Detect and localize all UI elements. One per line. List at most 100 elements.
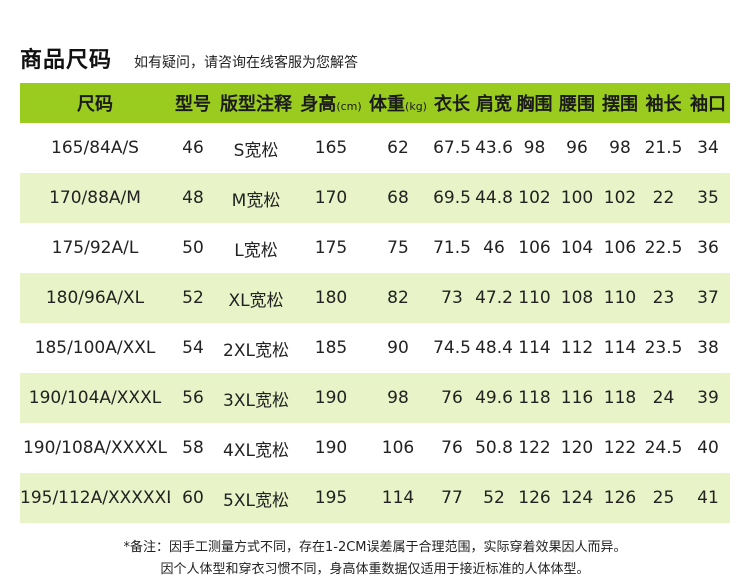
table-cell: 98 [514,123,555,173]
table-cell: 126 [514,473,555,523]
table-cell: 90 [366,323,430,373]
table-cell: 190/108A/XXXXL [20,423,170,473]
table-cell: 44.8 [474,173,514,223]
table-row: 195/112A/XXXXXL 60 5XL宽松 195 114 77 52 126 124 12… [20,473,730,523]
column-header-label: 尺码 [77,94,113,115]
column-header-label: 袖长 [645,94,682,115]
note-line-2: 因个人体型和穿衣习惯不同，身高体重数据仅适用于接近标准的人体体型。 [160,562,590,577]
table-cell: 60 [170,473,216,523]
table-cell: 52 [170,273,216,323]
table-cell: 185 [296,323,366,373]
table-cell: 106 [366,423,430,473]
table-cell: 23 [641,273,686,323]
column-header: 腰围 [555,83,599,123]
table-cell: 24.5 [641,423,686,473]
column-header-label: 版型注释 [220,94,292,115]
table-cell: 69.5 [430,173,474,223]
table-cell: 185/100A/XXL [20,323,170,373]
table-cell: 190 [296,373,366,423]
table-cell: 180 [296,273,366,323]
table-cell: 21.5 [641,123,686,173]
column-header: 肩宽 [474,83,514,123]
table-cell: 104 [555,223,599,273]
table-cell: 54 [170,323,216,373]
column-header-unit: (cm) [336,100,362,113]
table-cell: 112 [555,323,599,373]
table-cell: 4XL宽松 [216,423,296,473]
page-title: 商品尺码 [20,48,113,73]
table-cell: 195/112A/XXXXXL [20,473,170,523]
column-header-label: 体重 [369,94,406,115]
table-cell: 118 [599,373,641,423]
table-cell: 114 [366,473,430,523]
table-cell: 74.5 [430,323,474,373]
table-cell: 62 [366,123,430,173]
column-header-label: 肩宽 [476,94,512,115]
column-header-label: 袖口 [690,94,726,115]
table-cell: 67.5 [430,123,474,173]
table-cell: 175/92A/L [20,223,170,273]
table-cell: 3XL宽松 [216,373,296,423]
table-row: 170/88A/M 48 M宽松 170 68 69.5 44.8 102 100 102 22 35 [20,173,730,223]
column-header: 体重(kg) [366,83,430,123]
table-cell: 34 [686,123,730,173]
column-header: 胸围 [514,83,555,123]
column-header: 尺码 [20,83,170,123]
table-cell: 35 [686,173,730,223]
table-cell: 100 [555,173,599,223]
table-cell: 48.4 [474,323,514,373]
column-header: 袖长 [641,83,686,123]
table-cell: 102 [599,173,641,223]
table-cell: 41 [686,473,730,523]
table-cell: 165 [296,123,366,173]
table-cell: 24 [641,373,686,423]
table-cell: 190/104A/XXXL [20,373,170,423]
column-header-label: 衣长 [434,94,470,115]
table-cell: 56 [170,373,216,423]
table-cell: 96 [555,123,599,173]
column-header-unit: (kg) [405,100,427,113]
table-cell: 2XL宽松 [216,323,296,373]
table-row: 190/104A/XXXL 56 3XL宽松 190 98 76 49.6 118 116 118… [20,373,730,423]
table-cell: 116 [555,373,599,423]
table-cell: 82 [366,273,430,323]
column-header: 摆围 [599,83,641,123]
table-cell: 170 [296,173,366,223]
table-cell: 120 [555,423,599,473]
size-table: 尺码 型号 版型注释 身高(cm) 体重(kg) 衣长 肩宽 胸围 腰围 摆围 袖长 袖口 165/8… [20,83,730,523]
table-cell: 50.8 [474,423,514,473]
table-cell: 49.6 [474,373,514,423]
table-cell: 22.5 [641,223,686,273]
table-row: 165/84A/S 46 S宽松 165 62 67.5 43.6 98 96 98 21.5 34 [20,123,730,173]
column-header: 袖口 [686,83,730,123]
table-cell: 98 [366,373,430,423]
table-cell: 46 [474,223,514,273]
column-header: 版型注释 [216,83,296,123]
table-cell: 48 [170,173,216,223]
table-cell: 114 [514,323,555,373]
column-header-label: 身高 [300,94,337,115]
table-cell: 170/88A/M [20,173,170,223]
table-row: 190/108A/XXXXL 58 4XL宽松 190 106 76 50.8 122 120 1… [20,423,730,473]
table-body: 165/84A/S 46 S宽松 165 62 67.5 43.6 98 96 98 21.5 34 1… [20,123,730,523]
table-cell: 190 [296,423,366,473]
table-cell: 195 [296,473,366,523]
table-cell: 71.5 [430,223,474,273]
column-header-label: 摆围 [602,94,638,115]
table-header-row: 尺码 型号 版型注释 身高(cm) 体重(kg) 衣长 肩宽 胸围 腰围 摆围 袖长 袖口 [20,83,730,123]
table-cell: 98 [599,123,641,173]
table-cell: 180/96A/XL [20,273,170,323]
column-header: 衣长 [430,83,474,123]
help-text: 如有疑问，请咨询在线客服为您解答 [134,55,359,71]
table-row: 175/92A/L 50 L宽松 175 75 71.5 46 106 104 106 22.5 36 [20,223,730,273]
table-cell: 46 [170,123,216,173]
table-cell: S宽松 [216,123,296,173]
table-cell: 76 [430,423,474,473]
table-cell: 122 [514,423,555,473]
title-row: 商品尺码 如有疑问，请咨询在线客服为您解答 [20,42,359,73]
table-cell: L宽松 [216,223,296,273]
table-cell: 23.5 [641,323,686,373]
table-cell: 124 [555,473,599,523]
table-row: 180/96A/XL 52 XL宽松 180 82 73 47.2 110 108 110 23 37 [20,273,730,323]
